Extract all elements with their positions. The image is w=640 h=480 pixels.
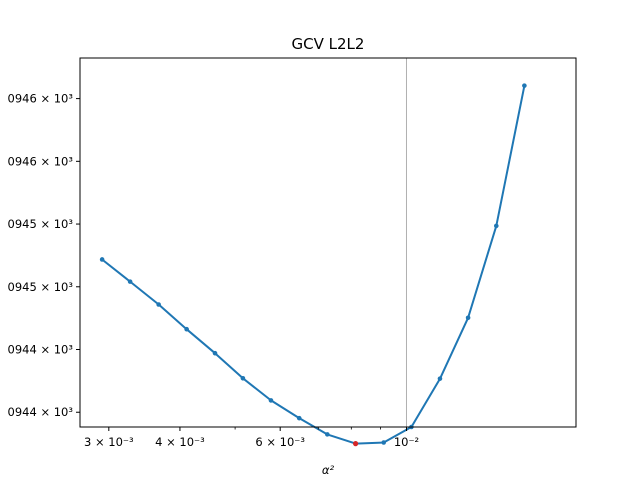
min-point-marker — [353, 441, 359, 447]
x-axis-label: α² — [322, 463, 335, 477]
y-tick-label: 0945 × 10³ — [8, 280, 74, 294]
x-tick-label: 6 × 10⁻³ — [255, 435, 305, 449]
data-point — [437, 376, 443, 381]
data-point — [465, 315, 471, 321]
data-point — [268, 398, 274, 403]
x-tick-label: 3 × 10⁻³ — [84, 435, 134, 449]
data-point — [156, 302, 161, 307]
y-tick-label: 0946 × 10³ — [8, 92, 74, 106]
x-tick-label: 10⁻² — [394, 435, 419, 449]
data-point — [296, 415, 302, 421]
data-point — [493, 223, 499, 229]
y-tick-label: 0946 × 10³ — [8, 154, 74, 168]
x-tick-label: 4 × 10⁻³ — [155, 435, 205, 449]
series-line — [101, 85, 526, 445]
axes-frame — [79, 57, 577, 428]
data-point — [381, 440, 387, 445]
y-tick-label: 0944 × 10³ — [8, 343, 74, 357]
data-point — [522, 83, 527, 88]
y-tick-label: 0945 × 10³ — [8, 217, 74, 231]
plot-area — [99, 58, 527, 447]
x-axis: 3 × 10⁻³ 4 × 10⁻³ 6 × 10⁻³ 10⁻² — [84, 427, 419, 449]
y-tick-label: 0944 × 10³ — [8, 405, 74, 419]
data-point — [184, 326, 189, 332]
data-point — [127, 279, 133, 284]
data-point — [325, 432, 330, 437]
chart-title: GCV L2L2 — [292, 35, 365, 53]
y-axis: 0946 × 10³ 0946 × 10³ 0945 × 10³ 0945 × 10³… — [8, 92, 80, 419]
data-point — [240, 375, 246, 381]
data-point — [212, 350, 218, 356]
data-point — [99, 257, 105, 262]
